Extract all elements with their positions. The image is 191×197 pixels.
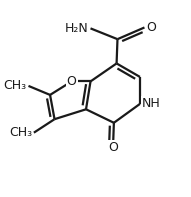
Text: H₂N: H₂N (65, 22, 89, 35)
Text: NH: NH (142, 97, 160, 110)
Text: O: O (146, 21, 156, 34)
Text: CH₃: CH₃ (9, 126, 32, 139)
Text: O: O (108, 141, 118, 154)
Text: CH₃: CH₃ (4, 79, 27, 92)
Text: O: O (67, 75, 77, 88)
